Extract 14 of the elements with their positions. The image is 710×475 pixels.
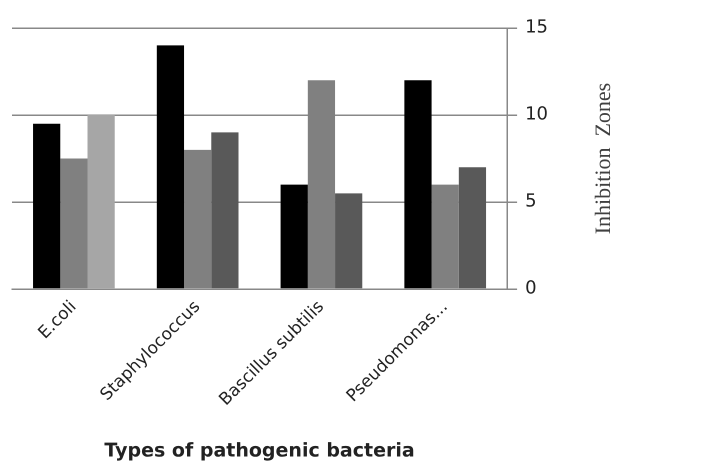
bar [156,45,184,288]
y-tick-label: 15 [525,16,548,38]
bar [33,124,60,288]
y-tick-label: 10 [525,104,548,125]
bar [280,184,308,288]
y-axis-title: Inhibition Zones [590,82,615,234]
bar [211,132,239,288]
y-tick-label: 0 [525,278,537,299]
bar [404,80,432,288]
x-axis-title: Types of pathogenic bacteria [104,440,415,462]
bar [335,193,362,288]
y-tick-label: 5 [525,190,537,212]
bar [88,115,115,288]
bar [458,167,486,288]
